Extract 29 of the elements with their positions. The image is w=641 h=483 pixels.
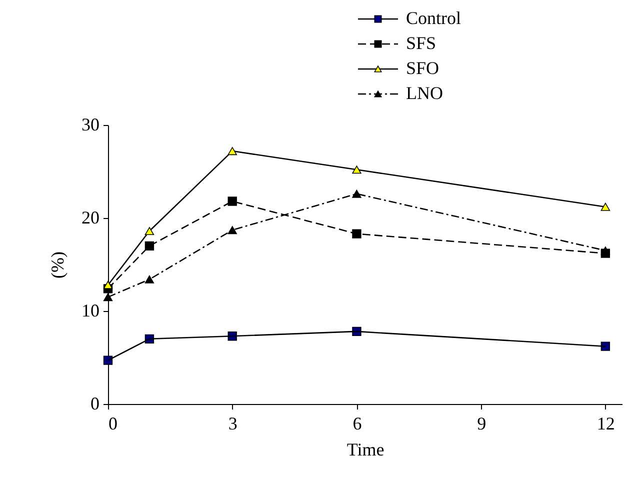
x-tick-label: 9 <box>477 414 486 434</box>
x-tick-label: 12 <box>596 414 615 434</box>
point <box>228 226 237 234</box>
point <box>144 275 154 284</box>
y-tick-label: 0 <box>90 394 100 414</box>
y-tick-label: 20 <box>82 208 100 228</box>
point <box>103 280 113 289</box>
x-tick-label: 0 <box>108 414 118 434</box>
legend-label: LNO <box>406 83 443 103</box>
y-tick-label: 30 <box>82 114 100 134</box>
point <box>352 166 362 174</box>
point <box>103 356 113 365</box>
legend-label: Control <box>406 8 462 28</box>
point <box>352 190 362 198</box>
point <box>103 293 113 302</box>
x-tick-label: 6 <box>352 414 362 434</box>
point <box>600 202 610 211</box>
legend-label: SFS <box>406 33 436 53</box>
point <box>600 246 610 255</box>
legend-label: SFO <box>406 58 440 78</box>
y-axis-title: (%) <box>48 252 68 278</box>
point <box>228 196 237 206</box>
point <box>352 229 362 238</box>
x-tick-label: 3 <box>228 414 238 434</box>
point <box>144 226 154 236</box>
point <box>144 241 154 250</box>
point <box>228 147 237 156</box>
y-tick-label: 10 <box>82 300 100 320</box>
x-axis-title: Time <box>346 440 384 460</box>
